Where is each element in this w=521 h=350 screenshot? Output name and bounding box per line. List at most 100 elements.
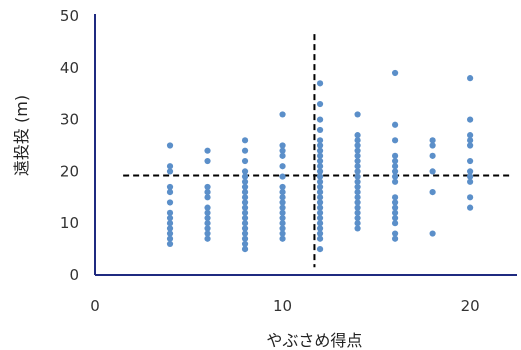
data-point bbox=[241, 199, 249, 206]
data-point bbox=[354, 214, 361, 222]
data-point bbox=[391, 199, 399, 206]
data-point bbox=[166, 240, 174, 248]
data-point bbox=[204, 225, 211, 232]
data-point bbox=[241, 204, 249, 211]
x-tick-label: 0 bbox=[90, 297, 100, 315]
y-tick-label: 40 bbox=[60, 59, 79, 77]
data-point bbox=[467, 168, 474, 175]
data-point bbox=[391, 178, 399, 185]
data-point bbox=[241, 168, 249, 175]
data-point bbox=[241, 214, 249, 222]
data-point bbox=[354, 183, 361, 191]
y-tick-label: 20 bbox=[60, 162, 79, 180]
data-point bbox=[429, 168, 436, 175]
data-point bbox=[204, 230, 211, 237]
data-point bbox=[204, 209, 211, 216]
data-point bbox=[391, 168, 399, 175]
data-point bbox=[467, 75, 474, 82]
data-point bbox=[391, 173, 399, 180]
data-point bbox=[279, 163, 286, 170]
data-point bbox=[354, 225, 361, 232]
data-point bbox=[391, 69, 399, 77]
x-tick-labels: 0 10 20 bbox=[90, 297, 479, 315]
data-point bbox=[429, 137, 436, 144]
data-point bbox=[354, 147, 361, 154]
data-point bbox=[354, 152, 361, 159]
data-point bbox=[316, 100, 324, 108]
data-point bbox=[166, 168, 174, 175]
data-point bbox=[467, 178, 474, 185]
data-point bbox=[467, 132, 474, 139]
data-point bbox=[316, 183, 324, 191]
data-point bbox=[166, 225, 174, 232]
data-point bbox=[166, 142, 174, 149]
data-point bbox=[241, 225, 249, 232]
x-tick-label: 20 bbox=[461, 297, 480, 315]
data-point bbox=[316, 152, 324, 159]
data-point bbox=[354, 173, 361, 180]
data-point bbox=[241, 157, 249, 165]
y-tick-label: 30 bbox=[60, 111, 79, 129]
data-point bbox=[279, 194, 286, 201]
data-point bbox=[467, 173, 474, 180]
data-point bbox=[204, 235, 211, 242]
data-point bbox=[391, 235, 399, 242]
data-point bbox=[316, 173, 324, 180]
data-point bbox=[316, 147, 324, 154]
data-point bbox=[241, 147, 249, 154]
data-point bbox=[391, 209, 399, 216]
data-point bbox=[354, 194, 361, 201]
data-point bbox=[204, 183, 211, 191]
data-point bbox=[279, 147, 286, 154]
data-point bbox=[354, 209, 361, 216]
axes bbox=[94, 14, 517, 276]
y-tick-label: 10 bbox=[60, 214, 79, 232]
data-point bbox=[467, 157, 474, 165]
data-point bbox=[241, 189, 249, 196]
data-point bbox=[316, 80, 324, 87]
data-point bbox=[467, 116, 474, 123]
data-point bbox=[467, 204, 474, 211]
data-point bbox=[391, 194, 399, 201]
data-point bbox=[316, 137, 324, 144]
data-point bbox=[279, 199, 286, 206]
data-point bbox=[354, 199, 361, 206]
data-point bbox=[241, 220, 249, 227]
data-point bbox=[391, 163, 399, 170]
data-point bbox=[166, 209, 174, 216]
data-point bbox=[204, 189, 211, 196]
data-point bbox=[241, 178, 249, 185]
y-axis-title: 遠投投 (m) bbox=[12, 95, 31, 176]
data-point bbox=[241, 209, 249, 216]
data-point bbox=[316, 214, 324, 222]
data-point bbox=[391, 137, 399, 144]
data-point bbox=[429, 230, 436, 237]
data-point bbox=[316, 178, 324, 185]
data-point bbox=[467, 142, 474, 149]
data-point bbox=[391, 121, 399, 128]
data-point bbox=[316, 209, 324, 216]
data-point bbox=[204, 157, 211, 165]
data-point bbox=[279, 209, 286, 216]
data-point bbox=[279, 220, 286, 227]
data-point bbox=[354, 142, 361, 149]
data-point bbox=[241, 240, 249, 248]
data-point bbox=[467, 194, 474, 201]
data-point bbox=[279, 152, 286, 159]
data-point bbox=[391, 152, 399, 159]
data-point bbox=[166, 189, 174, 196]
data-point bbox=[204, 220, 211, 227]
data-point bbox=[316, 199, 324, 206]
data-point bbox=[316, 230, 324, 237]
data-point bbox=[391, 214, 399, 222]
data-point bbox=[204, 147, 211, 154]
data-point bbox=[316, 225, 324, 232]
data-point bbox=[316, 168, 324, 175]
data-point bbox=[316, 235, 324, 242]
y-tick-label: 50 bbox=[60, 7, 79, 25]
data-point bbox=[166, 163, 174, 170]
data-point bbox=[241, 194, 249, 201]
data-point bbox=[354, 163, 361, 170]
data-point bbox=[354, 157, 361, 165]
